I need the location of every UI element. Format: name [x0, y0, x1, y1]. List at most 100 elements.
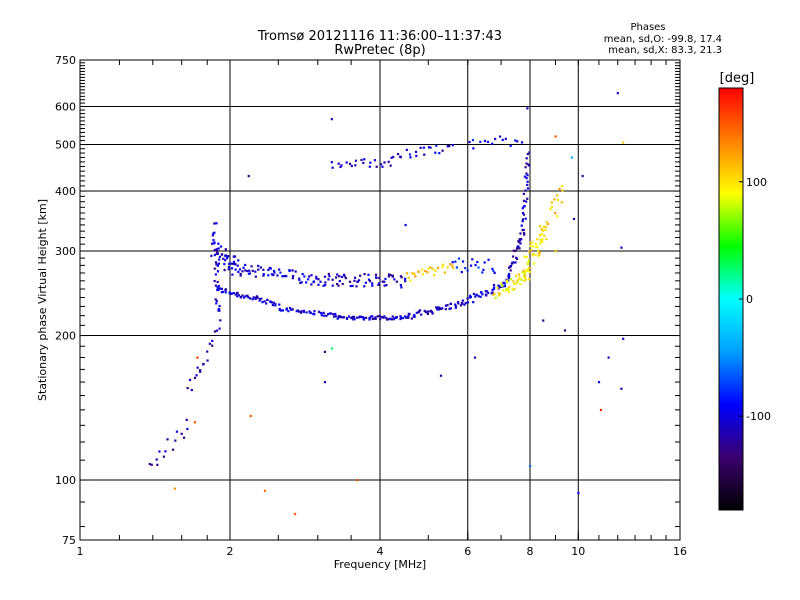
echo-point [512, 282, 516, 286]
echo-point [244, 295, 247, 298]
echo-point [216, 264, 219, 267]
echo-point [279, 271, 282, 274]
echo-point [521, 211, 525, 215]
echo-point [319, 280, 322, 283]
echo-point [486, 140, 490, 144]
echo-point [399, 316, 403, 319]
echo-point [469, 295, 472, 299]
echo-point [526, 180, 529, 183]
echo-point [508, 266, 511, 269]
echo-point [338, 275, 341, 278]
echo-point [550, 201, 553, 204]
echo-point [195, 374, 198, 377]
echo-point [620, 387, 623, 390]
echo-point [454, 303, 457, 306]
echo-point [218, 304, 221, 308]
echo-point [303, 275, 306, 278]
echo-point [175, 430, 179, 433]
echo-point [531, 254, 534, 257]
echo-point [524, 217, 527, 220]
echo-point [520, 278, 523, 281]
echo-point [217, 288, 220, 291]
echo-point [257, 264, 260, 268]
echo-point [334, 315, 337, 318]
echo-point [337, 316, 340, 319]
echo-point [436, 266, 440, 270]
echo-point [494, 296, 497, 299]
echo-point [523, 271, 526, 274]
echo-point [186, 427, 189, 431]
echo-point [474, 263, 477, 267]
echo-point [437, 306, 440, 309]
echo-point [263, 489, 267, 492]
echo-point [390, 318, 393, 321]
echo-point [215, 263, 218, 266]
echo-point [522, 269, 525, 272]
y-tick-label: 600 [55, 101, 76, 114]
echo-point [491, 267, 494, 271]
echo-point [518, 239, 521, 242]
echo-point [391, 315, 394, 318]
echo-point [527, 260, 530, 264]
echo-point [577, 491, 580, 495]
echo-point [461, 302, 464, 305]
echo-point [405, 316, 408, 319]
echo-point [422, 146, 425, 149]
echo-point [217, 242, 220, 245]
x-tick-label: 10 [571, 545, 585, 558]
echo-point [242, 266, 245, 269]
echo-point [309, 311, 312, 314]
echo-point [399, 315, 402, 318]
echo-point [434, 151, 437, 154]
echo-point [468, 294, 472, 297]
echo-point [246, 269, 249, 273]
echo-point [519, 242, 522, 245]
echo-point [507, 288, 510, 291]
echo-point [353, 279, 356, 282]
y-tick-label: 100 [55, 474, 76, 487]
echo-point [514, 275, 517, 278]
echo-point [526, 107, 529, 110]
echo-point [320, 314, 323, 317]
echo-point [581, 174, 584, 178]
echo-point [436, 308, 439, 311]
echo-point [463, 303, 466, 306]
echo-point [354, 159, 358, 162]
echo-point [512, 249, 515, 252]
echo-point [429, 310, 432, 313]
echo-point [324, 283, 327, 287]
echo-point [383, 161, 386, 164]
echo-point [312, 280, 315, 284]
echo-point [219, 287, 222, 290]
echo-point [527, 269, 530, 272]
echo-point [524, 278, 527, 281]
echo-point [273, 271, 276, 274]
echo-point [407, 314, 410, 318]
echo-point [214, 284, 218, 287]
echo-point [389, 164, 392, 167]
echo-point [508, 285, 511, 289]
echo-point [300, 311, 303, 314]
echo-point [301, 272, 304, 276]
echo-point [234, 268, 237, 271]
echo-point [454, 306, 457, 309]
echo-point [457, 257, 461, 260]
echo-point [466, 297, 469, 300]
echo-point [448, 145, 451, 148]
echo-point [224, 254, 227, 257]
echo-point [317, 278, 320, 281]
echo-point [536, 245, 539, 249]
echo-point [519, 283, 522, 286]
echo-point [198, 369, 202, 372]
echo-point [362, 316, 365, 319]
echo-point [250, 265, 253, 268]
echo-point [324, 281, 327, 284]
echo-point [522, 192, 526, 195]
echo-point [494, 137, 497, 141]
echo-point [268, 266, 271, 270]
echo-point [288, 269, 291, 272]
echo-point [498, 285, 501, 288]
echo-point [514, 139, 517, 142]
echo-point [307, 278, 310, 281]
echo-point [211, 234, 214, 237]
